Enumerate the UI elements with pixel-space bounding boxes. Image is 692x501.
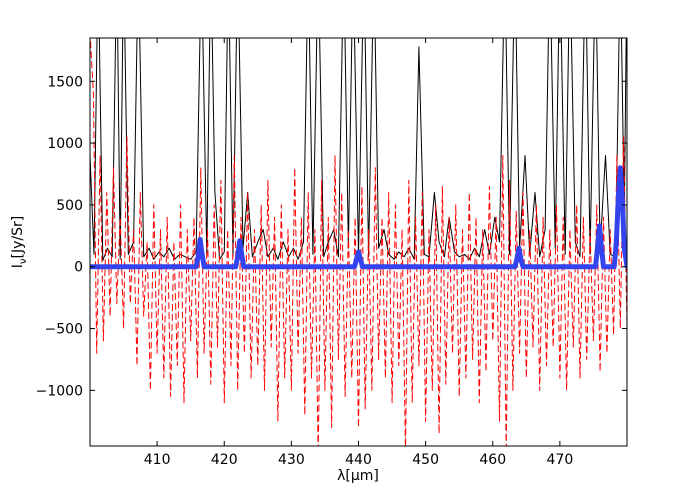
x-tick-label: 440 bbox=[345, 452, 372, 468]
y-tick-label: 0 bbox=[74, 260, 83, 276]
y-axis-label: Iν[Jy/Sr] bbox=[10, 216, 29, 268]
series-layer bbox=[90, 38, 627, 446]
x-tick-label: 460 bbox=[479, 452, 506, 468]
x-tick-label: 420 bbox=[211, 452, 238, 468]
y-tick-label: −500 bbox=[45, 322, 83, 338]
y-tick-label: 500 bbox=[56, 198, 83, 214]
plot-frame bbox=[89, 37, 628, 447]
series-line-3 bbox=[90, 165, 627, 270]
y-tick-label: 1500 bbox=[47, 74, 83, 90]
y-tick-label: −1000 bbox=[36, 383, 83, 399]
y-axis-label-rest: [Jy/Sr] bbox=[10, 216, 26, 259]
x-tick-label: 470 bbox=[547, 452, 574, 468]
series-line-1 bbox=[90, 38, 627, 261]
y-tick-label: 1000 bbox=[47, 136, 83, 152]
x-tick-label: 410 bbox=[144, 452, 171, 468]
x-axis-label: λ[μm] bbox=[337, 468, 379, 484]
x-tick-label: 430 bbox=[278, 452, 305, 468]
ticks-layer: 410 420 430 440 450 460 470 −1000 −500 0 500 1000 15… bbox=[36, 38, 627, 468]
x-tick-label: 450 bbox=[412, 452, 439, 468]
y-axis-label-main: I bbox=[10, 264, 26, 268]
y-axis-label-sub: ν bbox=[18, 258, 29, 264]
